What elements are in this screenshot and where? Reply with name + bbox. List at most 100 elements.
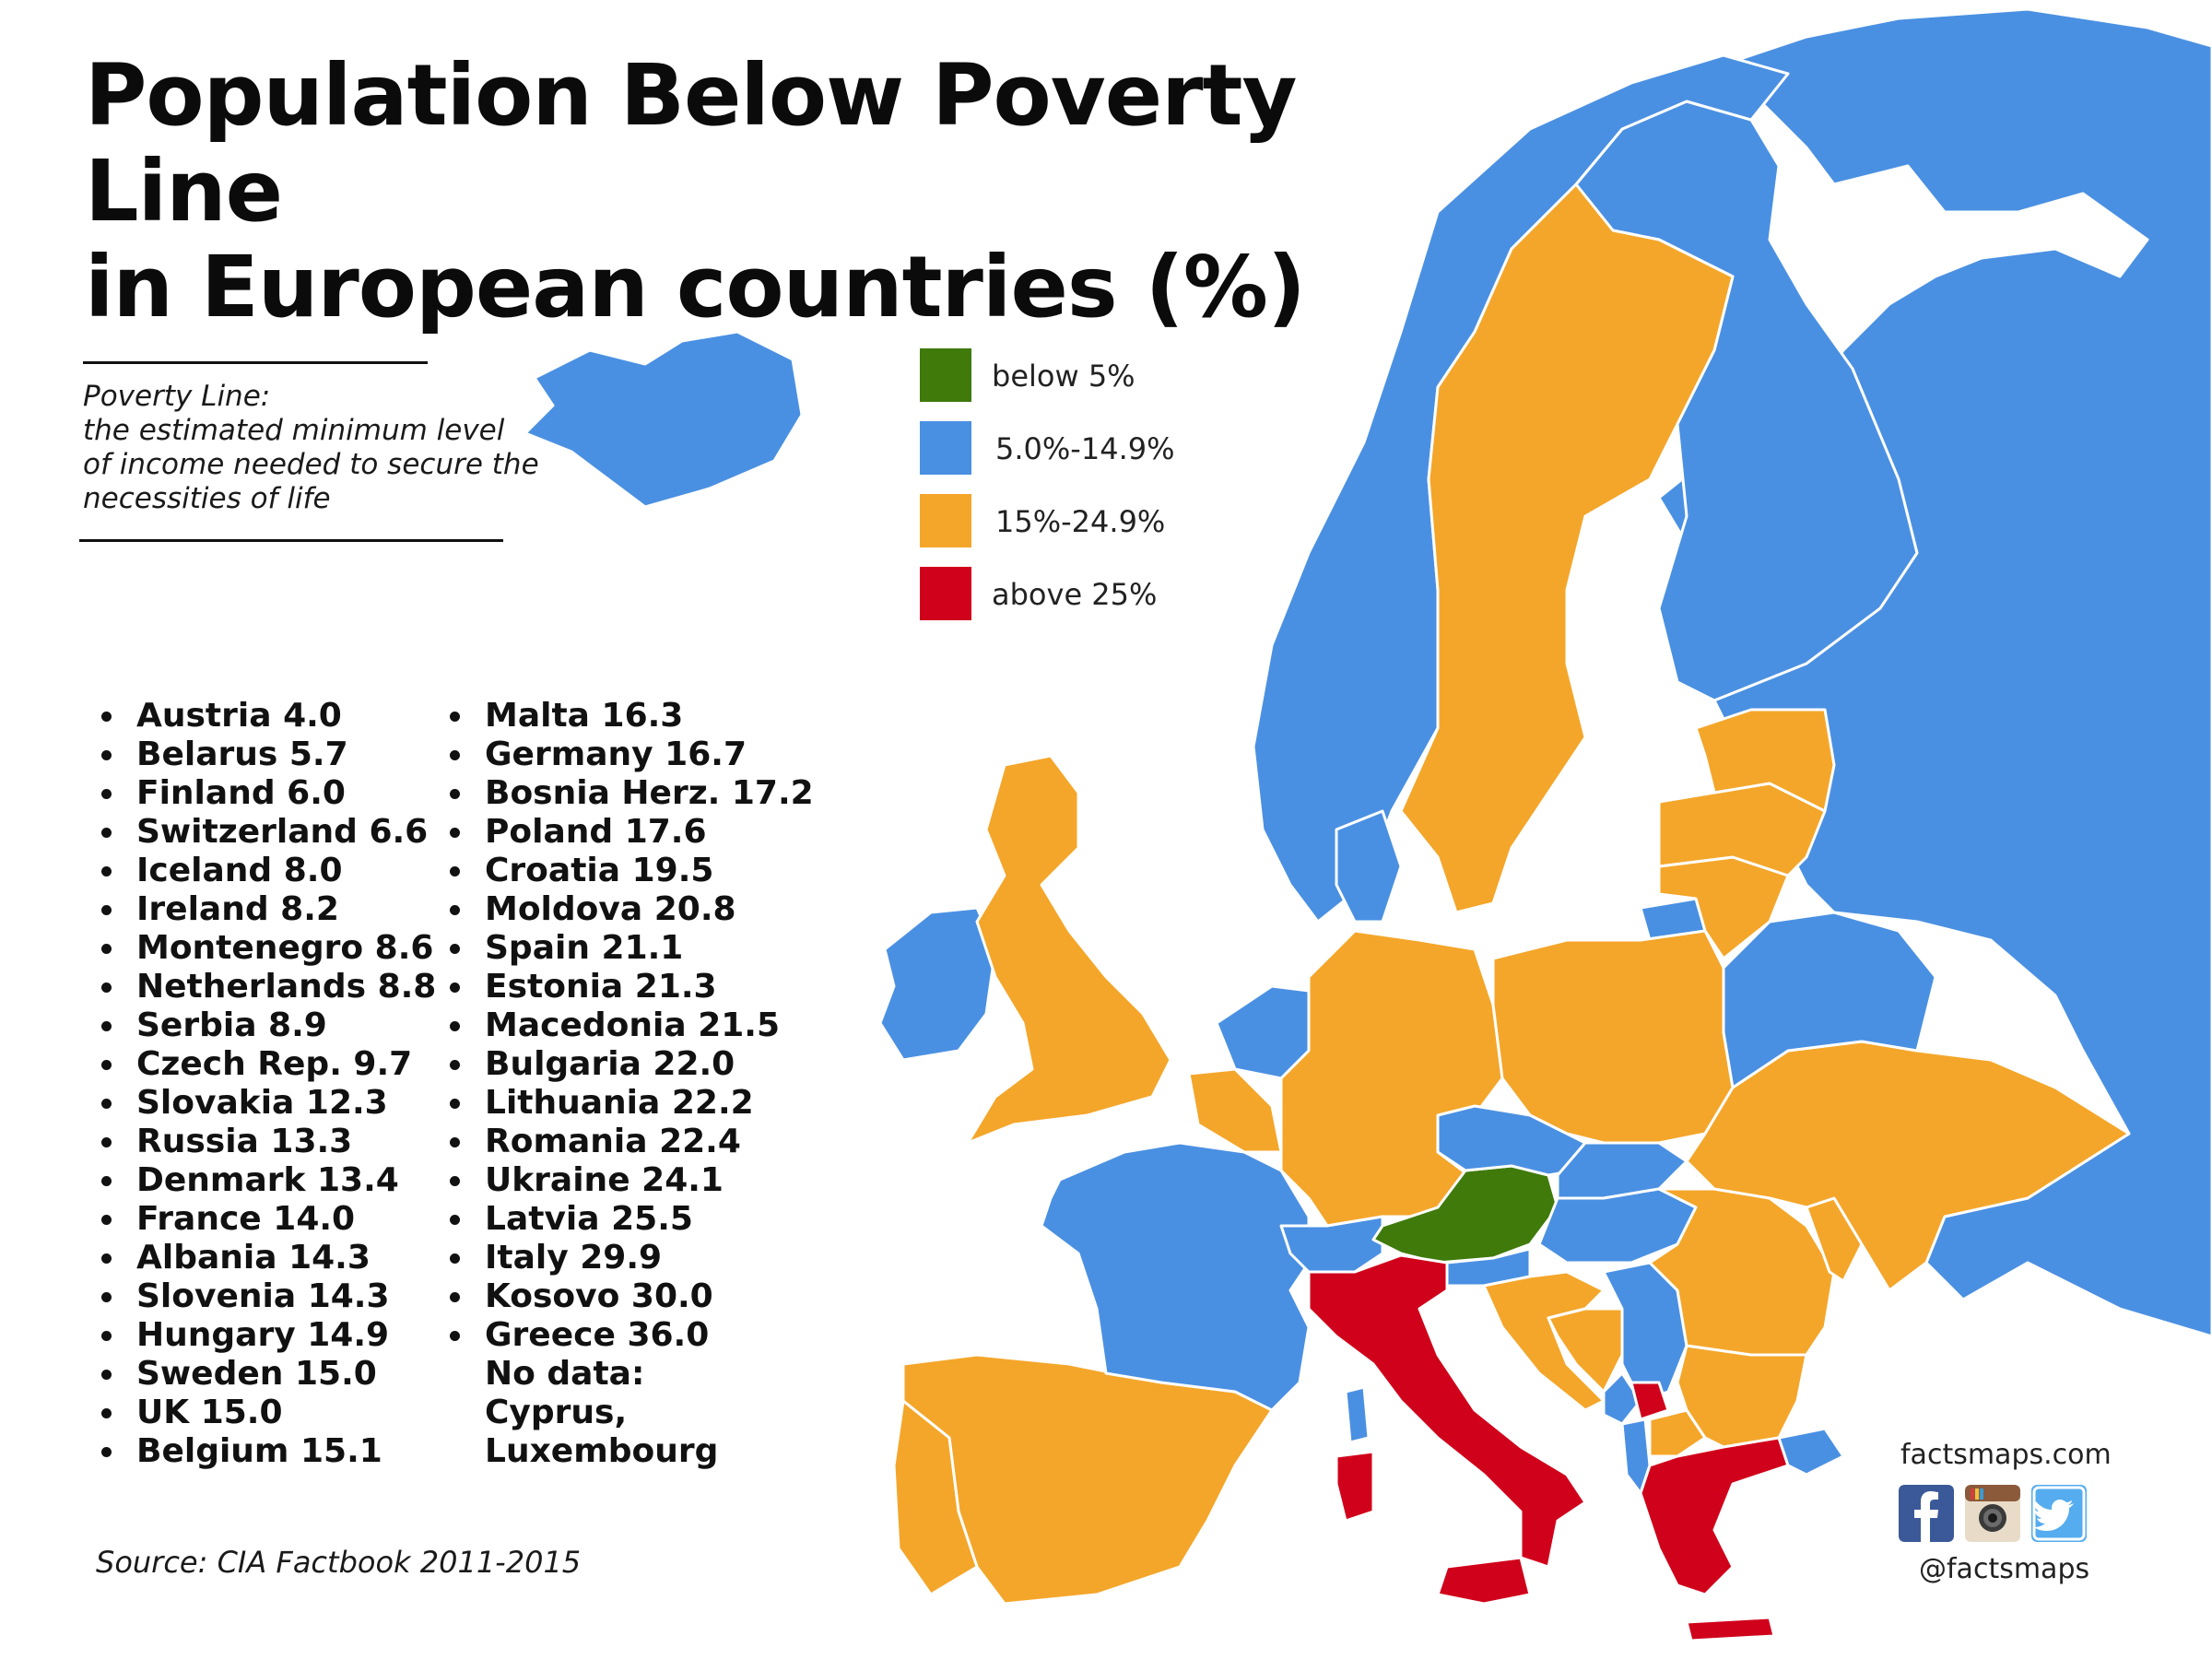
island-corsica (1344, 1385, 1371, 1444)
bullet-icon (450, 1176, 460, 1186)
list-item: Croatia 19.5 (433, 852, 814, 890)
no-data-note: No data: Cyprus, Luxembourg (485, 1355, 718, 1471)
country-name: Albania (136, 1239, 277, 1277)
country-name: Romania (485, 1123, 648, 1160)
list-item: Bulgaria 22.0 (433, 1045, 814, 1084)
country-value: 13.4 (316, 1161, 399, 1199)
country-value: 8.9 (268, 1006, 327, 1044)
list-item: Greece 36.0 (433, 1316, 814, 1355)
list-item: Belarus 5.7 (85, 735, 436, 774)
country-value: 14.9 (307, 1316, 390, 1354)
country-portugal (892, 1399, 979, 1596)
country-name: Slovenia (136, 1277, 297, 1315)
country-value: 15.0 (294, 1355, 377, 1393)
country-switzerland (1279, 1215, 1384, 1274)
legend-swatch-5-15 (920, 421, 971, 475)
twitter-icon[interactable] (2031, 1485, 2087, 1542)
country-value: 19.5 (631, 852, 714, 889)
country-greece (1639, 1436, 1790, 1596)
list-item: Albania 14.3 (85, 1239, 436, 1277)
country-list-left: Austria 4.0 Belarus 5.7 Finland 6.0 Switzer… (85, 697, 436, 1471)
bullet-icon (450, 944, 460, 954)
country-name: Ireland (136, 890, 269, 928)
country-name: Kosovo (485, 1277, 620, 1315)
list-item: Montenegro 8.6 (85, 929, 436, 968)
list-item: Bosnia Herz. 17.2 (433, 774, 814, 813)
list-item: Iceland 8.0 (85, 852, 436, 890)
facebook-icon[interactable] (1899, 1485, 1954, 1542)
country-name: Netherlands (136, 968, 367, 1006)
legend-item-5-15: 5.0%-14.9% (920, 421, 1252, 475)
country-greece-crete (1685, 1616, 1776, 1642)
country-value: 8.6 (374, 929, 434, 967)
bullet-icon (101, 1215, 112, 1225)
bullet-icon (450, 1331, 460, 1341)
country-value: 4.0 (283, 697, 342, 735)
country-name: Ukraine (485, 1161, 630, 1199)
site-link[interactable]: factsmaps.com (1900, 1439, 2112, 1471)
country-name: Germany (485, 735, 653, 773)
bullet-icon (450, 1099, 460, 1109)
country-italy-sicily (1436, 1556, 1532, 1606)
country-sweden (1399, 182, 1735, 914)
country-value: 6.6 (369, 813, 429, 851)
country-value: 8.2 (280, 890, 339, 928)
list-item: Denmark 13.4 (85, 1161, 436, 1200)
bullet-icon (450, 1215, 460, 1225)
bullet-icon (450, 905, 460, 915)
list-item: France 14.0 (85, 1200, 436, 1239)
country-bosnia-herz (1547, 1307, 1624, 1394)
list-item: Finland 6.0 (85, 774, 436, 813)
country-value: 30.0 (630, 1277, 713, 1315)
bullet-icon (450, 712, 460, 722)
country-name: Belgium (136, 1432, 289, 1470)
social-handle[interactable]: @factsmaps (1919, 1553, 2090, 1585)
no-data-line-2: Luxembourg (485, 1432, 719, 1470)
country-name: UK (136, 1394, 190, 1431)
country-macedonia (1648, 1408, 1707, 1458)
bullet-icon (101, 1292, 112, 1302)
country-value: 29.9 (580, 1239, 663, 1277)
bullet-icon (101, 866, 112, 877)
legend-label-15-25: 15%-24.9% (995, 504, 1166, 539)
page-title: Population Below Poverty Line in Europea… (85, 48, 1467, 335)
bullet-icon (101, 1408, 112, 1418)
country-belgium (1187, 1067, 1283, 1154)
country-name: Greece (485, 1316, 616, 1354)
country-value: 17.6 (624, 813, 707, 851)
list-item: Czech Rep. 9.7 (85, 1045, 436, 1084)
country-value: 14.0 (273, 1200, 356, 1238)
country-poland (1491, 929, 1735, 1145)
country-value: 21.3 (634, 968, 717, 1006)
country-value: 17.2 (731, 774, 814, 812)
country-value: 16.7 (665, 735, 747, 773)
list-item: Macedonia 21.5 (433, 1006, 814, 1045)
list-item: Latvia 25.5 (433, 1200, 814, 1239)
country-value: 22.4 (659, 1123, 741, 1160)
country-value: 15.1 (300, 1432, 382, 1470)
bullet-icon (450, 1292, 460, 1302)
list-item: Kosovo 30.0 (433, 1277, 814, 1316)
country-value: 25.5 (611, 1200, 693, 1238)
instagram-icon[interactable] (1965, 1485, 2020, 1542)
bullet-icon (101, 1253, 112, 1264)
list-item: Ukraine 24.1 (433, 1161, 814, 1200)
country-name: Poland (485, 813, 614, 851)
country-austria (1371, 1164, 1559, 1265)
bullet-icon (101, 1060, 112, 1070)
list-item: Russia 13.3 (85, 1123, 436, 1161)
country-belarus (1722, 911, 1937, 1089)
country-name: Italy (485, 1239, 569, 1277)
country-name: Croatia (485, 852, 621, 889)
legend-item-below-5: below 5% (920, 348, 1252, 402)
source-note: Source: CIA Factbook 2011-2015 (96, 1545, 582, 1580)
country-name: Sweden (136, 1355, 284, 1393)
country-montenegro (1602, 1371, 1642, 1426)
bullet-icon (101, 1021, 112, 1031)
country-value: 16.3 (601, 697, 684, 735)
legend-swatch-above-25 (920, 567, 971, 620)
list-item: Moldova 20.8 (433, 890, 814, 929)
definition-line-4: necessities of life (83, 482, 331, 515)
list-item: Italy 29.9 (433, 1239, 814, 1277)
